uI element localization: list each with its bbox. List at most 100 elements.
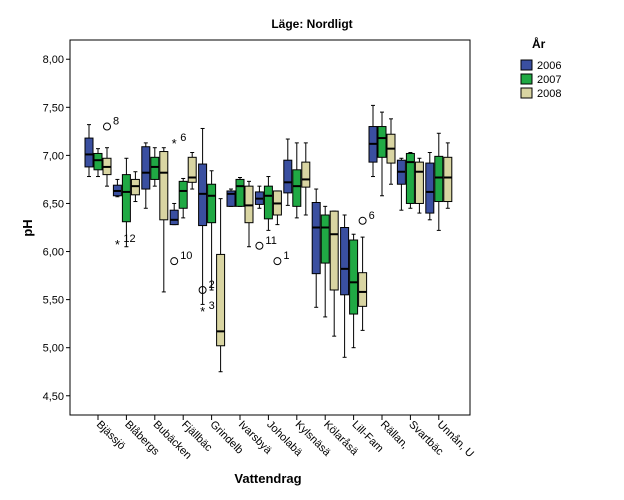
box-iqr	[187, 156, 197, 183]
box-iqr	[263, 185, 273, 220]
y-tick-label: 5,50	[43, 295, 64, 307]
box-iqr	[434, 155, 444, 203]
box-iqr	[216, 253, 226, 347]
box-2008-Kölaråsä	[329, 210, 339, 337]
box-2007-Bubäcken	[150, 147, 160, 187]
box-2006-Kölaråsä	[311, 188, 321, 308]
box-2007-Unnån, U	[434, 132, 444, 231]
y-tick-label: 8,00	[43, 54, 64, 66]
outlier-1: 1	[273, 250, 290, 266]
box-iqr	[159, 151, 169, 221]
outlier-6: * 6	[172, 132, 187, 151]
box-2008-Kylsnäsä	[301, 142, 311, 216]
box-2006-Ivarsbyä	[226, 188, 236, 207]
box-iqr	[414, 161, 424, 204]
box-2007-Joholabä	[263, 176, 273, 231]
box-iqr	[93, 152, 103, 171]
box-2008-Rällan,	[386, 118, 396, 185]
y-tick-label: 5,00	[43, 343, 64, 355]
boxes	[84, 104, 453, 373]
legend-label-2006: 2006	[537, 60, 561, 72]
y-axis-title: pH	[20, 219, 35, 236]
box-2008-Svartbäc	[414, 157, 424, 214]
box-2006-Rällan,	[368, 104, 378, 178]
box-iqr	[405, 152, 415, 204]
outlier-2: 2	[198, 279, 215, 294]
box-2007-Rällan,	[377, 111, 387, 197]
box-iqr	[178, 180, 188, 209]
box-iqr	[349, 239, 359, 315]
outlier-label: 6	[369, 210, 375, 222]
box-iqr	[150, 156, 160, 180]
box-2007-Bjässjö	[93, 148, 103, 178]
box-iqr	[207, 183, 217, 224]
y-tick-label: 7,00	[43, 150, 64, 162]
box-iqr	[340, 227, 350, 296]
y-tick-label: 4,50	[43, 391, 64, 403]
box-iqr	[283, 159, 293, 194]
plot-area	[69, 39, 471, 416]
y-tick-label: 6,50	[43, 198, 64, 210]
box-iqr	[425, 162, 435, 214]
outlier-circle	[198, 286, 207, 294]
box-2008-Joholabä	[272, 190, 282, 226]
legend-label-2008: 2008	[537, 88, 561, 100]
box-iqr	[292, 169, 302, 207]
box-2008-Ivarsbyä	[244, 180, 254, 248]
outlier-circle	[273, 257, 282, 266]
legend-swatch-2007	[520, 73, 533, 85]
outlier-circle	[170, 257, 179, 266]
box-2008-Unnån, U	[443, 142, 453, 209]
legend-title: År	[532, 36, 546, 51]
box-2006-Blåbergs	[112, 178, 122, 198]
legend: År 2006 2007 2008	[520, 36, 561, 100]
box-2008-Fjällbäc	[187, 152, 197, 190]
outlier-label: 10	[180, 250, 192, 262]
box-2007-Kylsnäsä	[292, 142, 302, 219]
box-2006-Fjällbäc	[169, 202, 179, 226]
box-2006-Grindelb	[198, 127, 208, 305]
box-iqr	[358, 272, 368, 307]
box-2007-Blåbergs	[121, 157, 131, 248]
box-iqr	[121, 174, 131, 223]
outlier-8: 8	[103, 116, 119, 131]
outlier-star: *	[172, 136, 177, 151]
box-2007-Ivarsbyä	[235, 177, 245, 207]
box-2006-Bubäcken	[141, 142, 151, 209]
outlier-label: 8	[113, 116, 119, 128]
box-iqr	[377, 126, 387, 158]
outlier-label: 2	[209, 279, 215, 291]
box-iqr	[320, 214, 330, 264]
box-iqr	[169, 209, 179, 226]
box-2008-Bjässjö	[102, 147, 112, 187]
outlier-label: 3	[209, 300, 215, 312]
box-2008-Bubäcken	[159, 147, 169, 293]
y-tick-label: 7,50	[43, 102, 64, 114]
box-2006-Lill-Fam	[340, 214, 350, 358]
box-2007-Svartbäc	[405, 152, 415, 209]
outlier-10: 10	[170, 250, 192, 266]
box-iqr	[443, 156, 453, 203]
box-2006-Bjässjö	[84, 124, 94, 178]
box-2007-Grindelb	[207, 170, 217, 291]
box-iqr	[141, 146, 151, 190]
box-iqr	[329, 210, 339, 291]
outlier-star: *	[115, 237, 120, 252]
chart-title: Läge: Nordligt	[271, 17, 352, 31]
outlier-11: 11	[255, 235, 277, 250]
outlier-label: 11	[265, 235, 276, 247]
box-iqr	[84, 137, 94, 168]
outlier-6: 6	[358, 210, 375, 225]
box-2006-Joholabä	[254, 185, 264, 209]
outlier-label: 12	[123, 233, 135, 245]
outlier-12: * 12	[115, 233, 136, 252]
legend-swatch-2008	[520, 87, 533, 99]
y-axis: 4,50 5,00 5,50 6,00 6,50 7,00 7,50 8,00	[43, 54, 70, 403]
outlier-circle	[358, 216, 367, 225]
box-2006-Svartbäc	[396, 157, 406, 211]
outlier-circle	[103, 122, 111, 131]
outlier-label: 1	[283, 250, 289, 262]
box-2007-Fjällbäc	[178, 177, 188, 219]
